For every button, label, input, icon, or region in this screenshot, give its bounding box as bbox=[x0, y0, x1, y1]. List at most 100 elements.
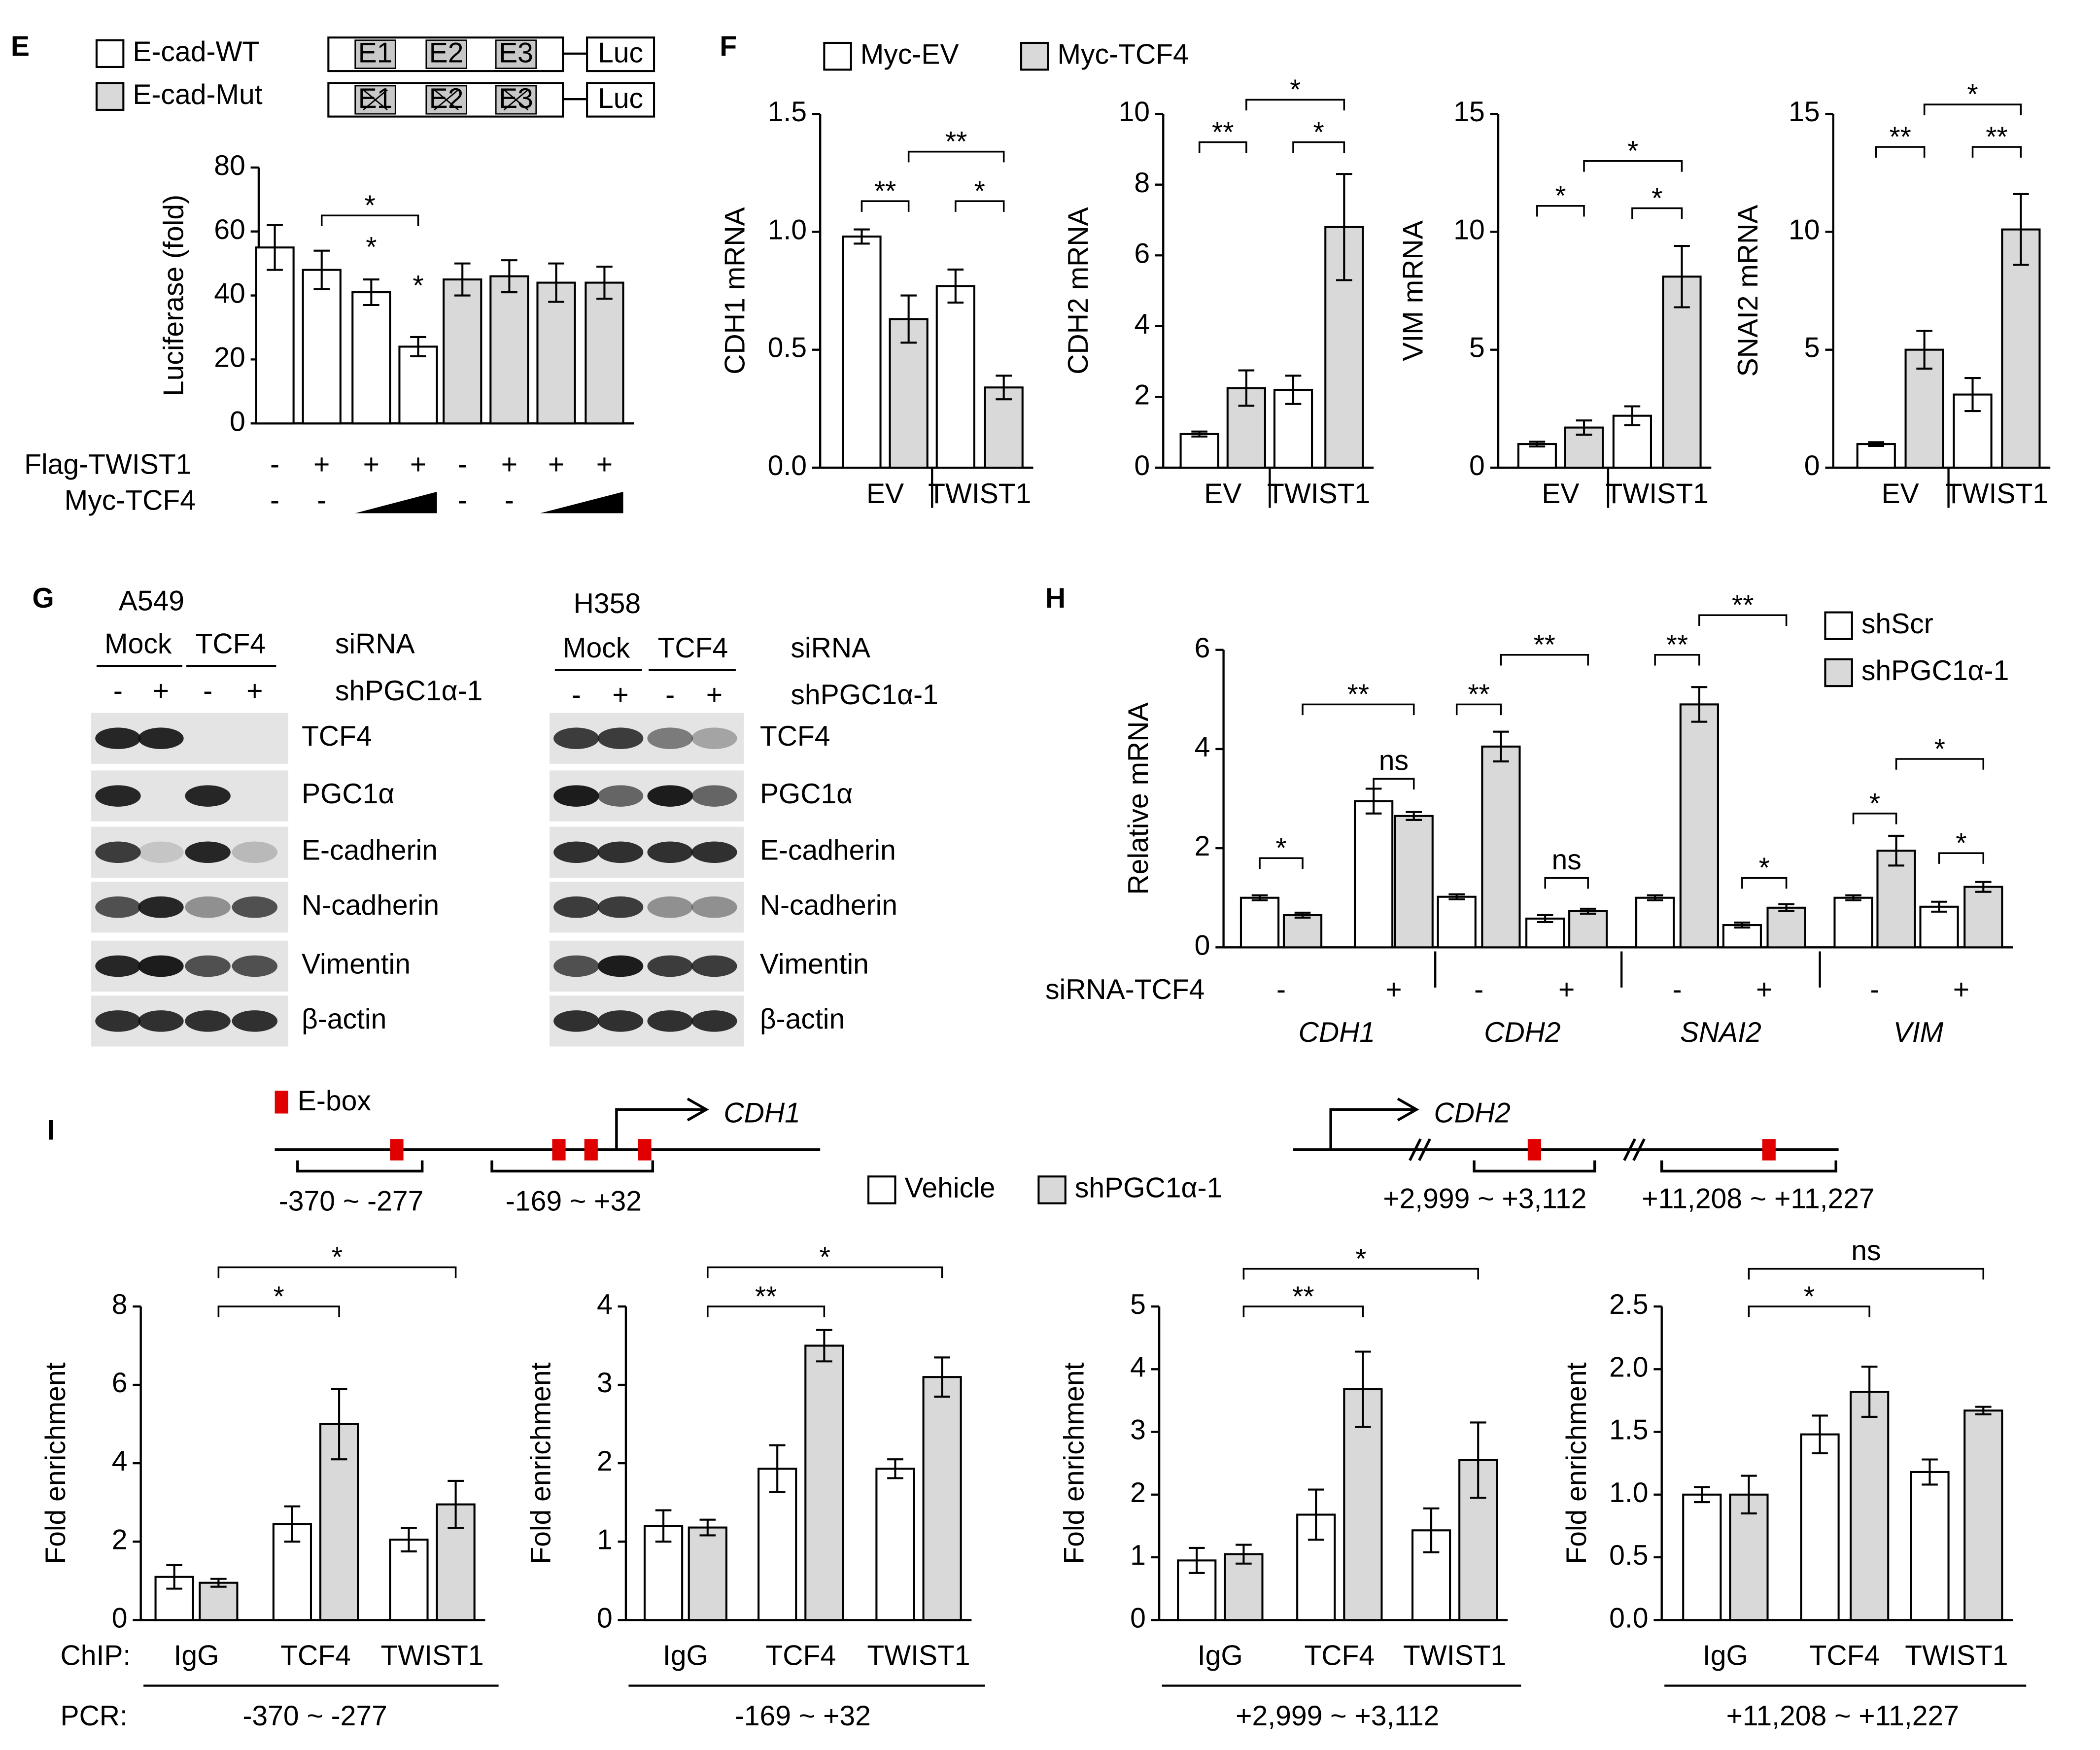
e-box-legend: E-box bbox=[298, 1085, 371, 1117]
y-tick-label: 0 bbox=[1469, 450, 1485, 481]
lane-sign: + bbox=[153, 675, 169, 707]
bar bbox=[1354, 800, 1394, 949]
blot-band bbox=[185, 841, 231, 863]
y-tick-label: 0 bbox=[597, 1602, 613, 1634]
element-label: E1 bbox=[358, 37, 393, 69]
bar bbox=[1324, 226, 1364, 469]
legend-swatch bbox=[1824, 611, 1853, 640]
significance-bracket bbox=[1875, 146, 1926, 158]
error-bar bbox=[410, 336, 426, 357]
x-tick-label: TWIST1 bbox=[1267, 478, 1370, 510]
significance-bracket bbox=[1198, 141, 1247, 153]
bar bbox=[489, 275, 529, 425]
gene-label: CDH1 bbox=[723, 1097, 800, 1129]
significance-label: ns bbox=[1552, 844, 1582, 876]
error-bar bbox=[1693, 1486, 1710, 1504]
significance-label: * bbox=[1804, 1281, 1815, 1312]
blot-band bbox=[138, 1010, 184, 1032]
region-label: +2,999 ~ +3,112 bbox=[1383, 1183, 1586, 1214]
bar bbox=[1919, 905, 1959, 949]
row-sign: + bbox=[410, 448, 426, 480]
element-label: Luc bbox=[598, 37, 643, 69]
error-bar bbox=[284, 1505, 301, 1543]
error-bar bbox=[816, 1329, 832, 1363]
significance-bracket bbox=[1455, 703, 1502, 716]
significance-bracket bbox=[1292, 141, 1345, 153]
error-bar bbox=[1674, 245, 1690, 309]
legend-swatch bbox=[823, 41, 852, 71]
error-bar bbox=[313, 249, 330, 290]
y-tick-label: 0.5 bbox=[1609, 1540, 1648, 1571]
bar bbox=[199, 1581, 239, 1621]
y-axis-label: Fold enrichment bbox=[525, 1362, 556, 1564]
significance-bracket bbox=[1971, 146, 2022, 158]
knockdown-label: TCF4 bbox=[195, 628, 266, 660]
bar bbox=[1662, 275, 1702, 469]
blot-band bbox=[553, 785, 599, 807]
x-tick-label: TCF4 bbox=[1304, 1640, 1375, 1671]
y-tick-label: 1.5 bbox=[1609, 1414, 1648, 1446]
significance-bracket bbox=[1242, 1268, 1479, 1280]
blot-band bbox=[138, 841, 184, 863]
significance-bracket bbox=[1242, 1305, 1364, 1317]
significance-label: ** bbox=[1534, 629, 1555, 661]
bar bbox=[302, 269, 342, 425]
row-sign: + bbox=[596, 448, 613, 480]
bar bbox=[1682, 1493, 1722, 1621]
blot-band bbox=[647, 955, 693, 977]
row-label: Myc-TCF4 bbox=[65, 485, 196, 516]
blot-band bbox=[597, 896, 644, 918]
significance-label: * bbox=[413, 270, 423, 301]
significance-bracket bbox=[1852, 812, 1897, 824]
error-bar bbox=[1647, 894, 1663, 901]
significance-label: * bbox=[1313, 116, 1324, 148]
x-tick-label: TWIST1 bbox=[1606, 478, 1709, 510]
significance-label: ** bbox=[1986, 121, 2007, 153]
blot-band bbox=[232, 955, 278, 977]
region-label: +11,208 ~ +11,227 bbox=[1642, 1183, 1874, 1214]
treatment-label: siRNA bbox=[791, 632, 870, 664]
bar bbox=[1800, 1433, 1840, 1621]
y-tick-label: 4 bbox=[1195, 731, 1210, 763]
protein-label: N-cadherin bbox=[760, 890, 897, 921]
shrna-label: shPGC1α-1 bbox=[791, 679, 938, 711]
error-bar bbox=[699, 1518, 716, 1537]
y-axis-label: Fold enrichment bbox=[1059, 1362, 1090, 1564]
error-bar bbox=[1537, 914, 1553, 924]
y-tick-label: 8 bbox=[112, 1289, 128, 1320]
y-tick-label: 0 bbox=[1804, 450, 1820, 481]
error-bar bbox=[1493, 730, 1509, 763]
y-tick-label: 3 bbox=[597, 1367, 613, 1399]
error-bar bbox=[1734, 921, 1751, 929]
row-sign: - bbox=[270, 485, 279, 516]
y-tick-label: 1 bbox=[1130, 1540, 1146, 1571]
lane-sign: + bbox=[246, 675, 263, 707]
y-axis-label: Fold enrichment bbox=[1561, 1362, 1592, 1564]
legend-label: Myc-EV bbox=[861, 38, 959, 70]
error-bar bbox=[331, 1388, 347, 1461]
significance-label: * bbox=[974, 175, 985, 207]
significance-bracket bbox=[217, 1266, 457, 1278]
y-tick-label: 4 bbox=[1134, 309, 1150, 340]
bar bbox=[1179, 433, 1219, 469]
blot-band bbox=[597, 727, 644, 749]
error-bar bbox=[1861, 1366, 1878, 1418]
bar bbox=[1876, 850, 1916, 949]
blot-band bbox=[597, 955, 644, 977]
x-tick-label: IgG bbox=[1198, 1640, 1243, 1671]
bar bbox=[1481, 745, 1521, 949]
x-tick-label: TWIST1 bbox=[380, 1640, 483, 1671]
y-tick-label: 60 bbox=[214, 214, 245, 245]
blot-band bbox=[647, 727, 693, 749]
element-label: Luc bbox=[598, 83, 643, 114]
blot-band bbox=[691, 727, 737, 749]
gene-label: SNAI2 bbox=[1680, 1017, 1761, 1048]
bar bbox=[1833, 896, 1873, 949]
bar bbox=[536, 281, 576, 425]
error-bar bbox=[1308, 1488, 1324, 1541]
significance-label: * bbox=[1967, 79, 1978, 110]
error-bar bbox=[1812, 1414, 1828, 1454]
protein-label: Vimentin bbox=[302, 948, 411, 980]
significance-bracket bbox=[1748, 1268, 1985, 1280]
